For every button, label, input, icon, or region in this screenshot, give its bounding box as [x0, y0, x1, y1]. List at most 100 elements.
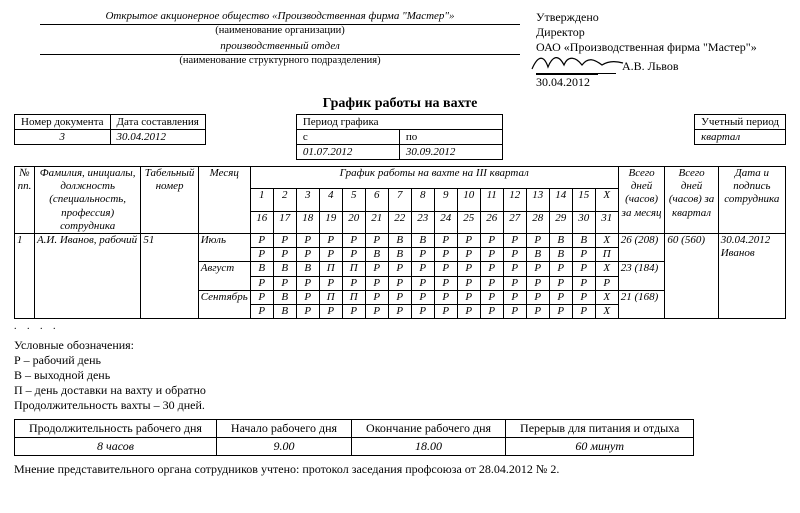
cell-day: Р — [480, 304, 503, 318]
cell-day: П — [342, 262, 365, 276]
cell-day: В — [273, 304, 296, 318]
period-from-label: с — [296, 130, 399, 145]
col-duration: Продолжительность рабочего дня — [15, 420, 217, 438]
cell-day: Р — [480, 248, 503, 262]
period-label: Период графика — [296, 115, 502, 130]
cell-day: Р — [549, 290, 572, 304]
cell-day: Р — [411, 248, 434, 262]
cell-day: П — [342, 290, 365, 304]
approval-date: 30.04.2012 — [536, 74, 598, 90]
hdr-day: 1 — [250, 189, 273, 211]
legend-item: В – выходной день — [14, 368, 786, 383]
cell-day: Р — [273, 248, 296, 262]
cell-month: Сентябрь — [198, 290, 250, 318]
hdr-day: 26 — [480, 211, 503, 233]
period-to-label: по — [399, 130, 502, 145]
cell-day: Р — [549, 276, 572, 290]
cell-day: В — [572, 233, 595, 247]
cell-day: В — [296, 262, 319, 276]
hdr-day: 4 — [319, 189, 342, 211]
cell-day: Р — [273, 233, 296, 247]
period-table: Период графика с по 01.07.2012 30.09.201… — [296, 114, 503, 160]
hdr-day: 22 — [388, 211, 411, 233]
legend-item: П – день доставки на вахту и обратно — [14, 383, 786, 398]
workday-params-table: Продолжительность рабочего дня Начало ра… — [14, 419, 694, 456]
col-end: Окончание рабочего дня — [352, 420, 506, 438]
org-name-caption: (наименование организации) — [40, 25, 520, 38]
cell-month-total: 23 (184) — [618, 262, 665, 290]
period-from: 01.07.2012 — [296, 145, 399, 160]
hdr-tabno: Табельный номер — [141, 167, 198, 234]
cell-day: Р — [411, 290, 434, 304]
doc-number-table: Номер документа Дата составления 3 30.04… — [14, 114, 206, 145]
signature-line — [536, 55, 616, 74]
cell-month-total: 21 (168) — [618, 290, 665, 318]
cell-day: Х — [595, 304, 618, 318]
cell-day: Р — [388, 262, 411, 276]
legend-title: Условные обозначения: — [14, 338, 786, 353]
cell-tabno: 51 — [141, 233, 198, 318]
cell-day: Р — [572, 248, 595, 262]
cell-day: Р — [296, 304, 319, 318]
dept-caption: (наименование структурного подразделения… — [40, 55, 520, 68]
legend-item: Продолжительность вахты – 30 дней. — [14, 398, 786, 413]
acct-period-label: Учетный период — [695, 115, 786, 130]
val-duration: 8 часов — [15, 438, 217, 456]
cell-day: В — [549, 248, 572, 262]
cell-day: Р — [503, 290, 526, 304]
cell-signature: 30.04.2012 Иванов — [718, 233, 785, 318]
hdr-day: 30 — [572, 211, 595, 233]
cell-day: В — [526, 248, 549, 262]
hdr-day: 15 — [572, 189, 595, 211]
acct-period-table: Учетный период квартал — [694, 114, 786, 145]
approved-label: Утверждено — [536, 10, 786, 25]
cell-day: Р — [250, 276, 273, 290]
hdr-day: 8 — [411, 189, 434, 211]
hdr-day: 9 — [434, 189, 457, 211]
cell-n: 1 — [15, 233, 35, 318]
signer-name: А.В. Львов — [622, 59, 679, 74]
cell-day: Р — [526, 290, 549, 304]
hdr-day: 19 — [319, 211, 342, 233]
cell-month: Август — [198, 262, 250, 290]
hdr-day: 7 — [388, 189, 411, 211]
cell-day: Р — [319, 304, 342, 318]
cell-day: Р — [434, 262, 457, 276]
header: Открытое акционерное общество «Производс… — [14, 10, 786, 90]
cell-day: Р — [434, 276, 457, 290]
cell-day: Р — [457, 276, 480, 290]
cell-day: В — [273, 290, 296, 304]
acct-period-value: квартал — [695, 130, 786, 145]
cell-day: Р — [503, 233, 526, 247]
val-end: 18.00 — [352, 438, 506, 456]
cell-day: Р — [526, 304, 549, 318]
cell-day: Р — [319, 233, 342, 247]
schedule-table: № пп.Фамилия, инициалы, должность (специ… — [14, 166, 786, 319]
cell-day: Р — [595, 276, 618, 290]
hdr-day: 18 — [296, 211, 319, 233]
cell-day: Р — [365, 262, 388, 276]
cell-day: Р — [526, 233, 549, 247]
cell-day: Р — [572, 262, 595, 276]
hdr-day: 20 — [342, 211, 365, 233]
legend: Условные обозначения: Р – рабочий день В… — [14, 338, 786, 413]
cell-day: В — [250, 262, 273, 276]
cell-day: В — [411, 233, 434, 247]
cell-day: Р — [457, 304, 480, 318]
hdr-day: 31 — [595, 211, 618, 233]
cell-day: Р — [388, 290, 411, 304]
cell-day: П — [319, 290, 342, 304]
cell-day: Р — [388, 304, 411, 318]
cell-day: Р — [296, 248, 319, 262]
org-name-line: Открытое акционерное общество «Производс… — [40, 10, 520, 25]
cell-day: Р — [411, 276, 434, 290]
period-to: 30.09.2012 — [399, 145, 502, 160]
hdr-n: № пп. — [15, 167, 35, 234]
hdr-day: 16 — [250, 211, 273, 233]
hdr-day: X — [595, 189, 618, 211]
hdr-day: 29 — [549, 211, 572, 233]
hdr-days-quarter: Всего дней (часов) за квартал — [665, 167, 718, 234]
cell-day: Х — [595, 262, 618, 276]
hdr-date-sig: Дата и подпись сотрудника — [718, 167, 785, 234]
cell-day: Р — [549, 262, 572, 276]
